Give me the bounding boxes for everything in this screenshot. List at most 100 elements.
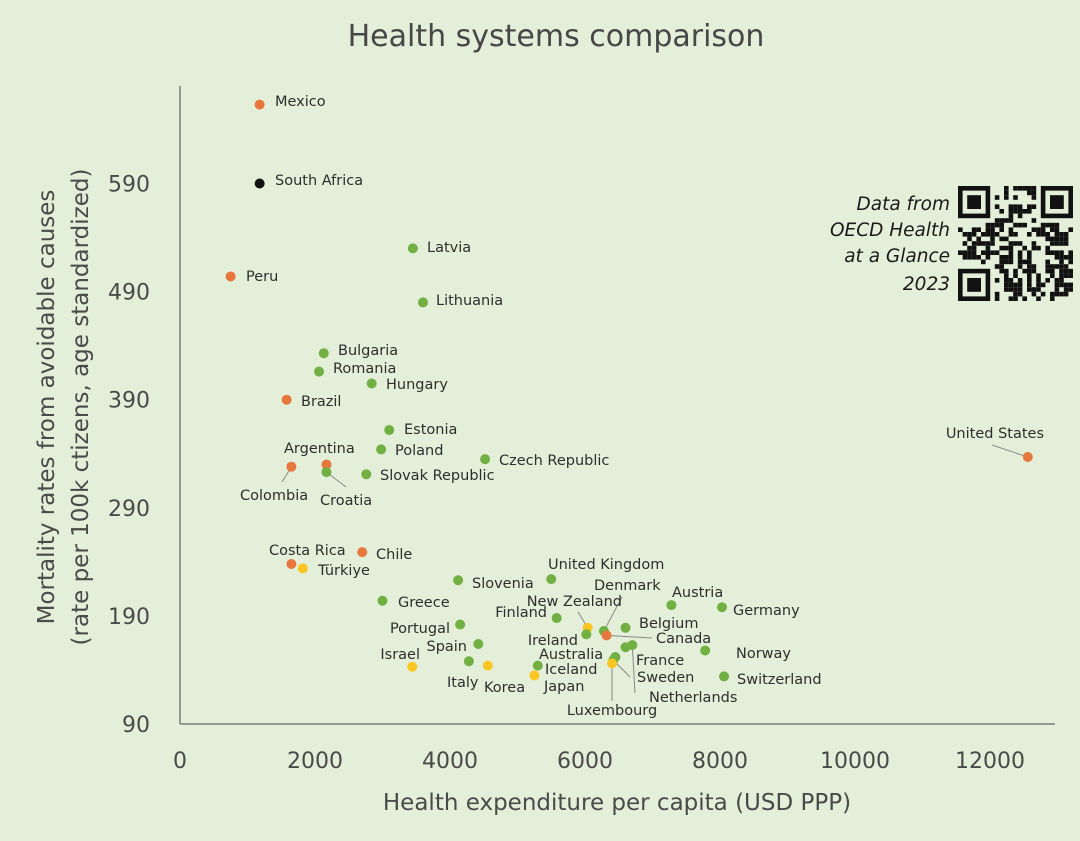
label-south-africa: South Africa bbox=[275, 173, 363, 189]
label-costa-rica: Costa Rica bbox=[269, 543, 346, 559]
point-united-kingdom bbox=[546, 574, 557, 585]
x-tick-label: 0 bbox=[173, 749, 187, 774]
y-tick-label: 90 bbox=[122, 713, 150, 738]
leader-united-states bbox=[991, 444, 1028, 458]
point-argentina bbox=[321, 459, 332, 470]
qr-code-icon bbox=[958, 186, 1073, 301]
point-greece bbox=[377, 595, 388, 606]
point-canada bbox=[601, 630, 612, 641]
label-iceland: Iceland bbox=[545, 662, 597, 678]
note-line-2: OECD Health bbox=[830, 220, 950, 241]
point-latvia bbox=[407, 243, 418, 254]
point-south-africa bbox=[254, 178, 265, 189]
label-germany: Germany bbox=[733, 603, 800, 619]
label-canada: Canada bbox=[656, 631, 711, 647]
y-tick-label: 390 bbox=[108, 389, 150, 414]
point-tu-rkiye bbox=[297, 563, 308, 574]
label-sweden: Sweden bbox=[637, 670, 694, 686]
x-tick-label: 4000 bbox=[422, 749, 478, 774]
label-estonia: Estonia bbox=[404, 422, 457, 438]
point-norway bbox=[700, 645, 711, 656]
x-tick-label: 10000 bbox=[820, 749, 890, 774]
label-ireland: Ireland bbox=[528, 633, 578, 649]
y-axis-title-line2: (rate per 100k ctizens, age standardized… bbox=[68, 169, 94, 646]
point-bulgaria bbox=[318, 348, 329, 359]
label-switzerland: Switzerland bbox=[737, 672, 822, 688]
label-lithuania: Lithuania bbox=[436, 293, 503, 309]
label-new-zealand: New Zealand bbox=[527, 594, 622, 610]
x-tick-label: 8000 bbox=[692, 749, 748, 774]
label-belgium: Belgium bbox=[639, 616, 698, 632]
point-ireland bbox=[581, 629, 592, 640]
point-australia bbox=[620, 642, 631, 653]
label-romania: Romania bbox=[333, 361, 396, 377]
point-slovak-republic bbox=[361, 469, 372, 480]
label-croatia: Croatia bbox=[320, 493, 372, 509]
point-italy bbox=[463, 656, 474, 667]
label-korea: Korea bbox=[484, 680, 525, 696]
point-hungary bbox=[366, 378, 377, 389]
point-chile bbox=[357, 547, 368, 558]
point-brazil bbox=[281, 394, 292, 405]
label-slovenia: Slovenia bbox=[472, 576, 534, 592]
leader-netherlands bbox=[631, 645, 636, 694]
x-tick-label: 12000 bbox=[955, 749, 1025, 774]
label-france: France bbox=[636, 653, 684, 669]
label-united-states: United States bbox=[946, 426, 1044, 442]
source-note: Data from OECD Health at a Glance 2023 bbox=[830, 194, 950, 295]
point-lithuania bbox=[418, 297, 428, 308]
label-latvia: Latvia bbox=[427, 240, 471, 256]
label-japan: Japan bbox=[543, 679, 584, 695]
note-line-3: at a Glance bbox=[844, 246, 950, 267]
point-czech-republic bbox=[480, 454, 491, 465]
point-spain bbox=[473, 639, 484, 650]
label-finland: Finland bbox=[495, 605, 547, 621]
chart-title: Health systems comparison bbox=[348, 19, 765, 54]
label-portugal: Portugal bbox=[390, 621, 450, 637]
label-mexico: Mexico bbox=[275, 94, 326, 110]
point-belgium bbox=[620, 622, 631, 633]
label-poland: Poland bbox=[395, 443, 443, 459]
label-brazil: Brazil bbox=[301, 394, 341, 410]
point-israel bbox=[407, 661, 418, 672]
label-chile: Chile bbox=[376, 547, 412, 563]
point-slovenia bbox=[453, 575, 464, 586]
note-line-1: Data from bbox=[856, 194, 950, 215]
label-spain: Spain bbox=[426, 639, 467, 655]
label-italy: Italy bbox=[447, 675, 479, 691]
label-luxembourg: Luxembourg bbox=[567, 703, 657, 719]
axes: 0 2000 4000 6000 8000 10000 12000 90 190 290 390 49… bbox=[108, 86, 1055, 774]
label-hungary: Hungary bbox=[386, 377, 448, 393]
leader-denmark bbox=[603, 596, 623, 632]
label-bulgaria: Bulgaria bbox=[338, 343, 398, 359]
point-finland bbox=[551, 613, 562, 624]
y-tick-label: 590 bbox=[108, 173, 150, 198]
label-peru: Peru bbox=[246, 269, 278, 285]
x-tick-label: 6000 bbox=[557, 749, 613, 774]
label-israel: Israel bbox=[380, 647, 420, 663]
y-tick-label: 190 bbox=[108, 605, 150, 630]
point-austria bbox=[666, 600, 677, 611]
point-switzerland bbox=[719, 671, 730, 682]
label-greece: Greece bbox=[398, 595, 450, 611]
label-norway: Norway bbox=[736, 646, 791, 662]
label-australia: Australia bbox=[539, 647, 603, 663]
point-portugal bbox=[455, 619, 466, 630]
label-united-kingdom: United Kingdom bbox=[548, 557, 664, 573]
point-poland bbox=[376, 444, 387, 455]
point-estonia bbox=[384, 424, 395, 435]
point-mexico bbox=[254, 99, 265, 110]
point-germany bbox=[717, 602, 728, 613]
label-denmark: Denmark bbox=[594, 578, 661, 594]
note-line-4: 2023 bbox=[903, 274, 950, 295]
point-iceland bbox=[532, 660, 543, 671]
label-colombia: Colombia bbox=[240, 488, 308, 504]
point-labels: Mexico South Africa Peru Latvia Lithuania Bul… bbox=[240, 94, 1044, 719]
y-axis-title-line1: Mortality rates from avoidable causes bbox=[34, 190, 60, 625]
label-tu-rkiye: Türkiye bbox=[317, 563, 370, 579]
point-luxembourg bbox=[607, 658, 617, 669]
label-slovak-republic: Slovak Republic bbox=[380, 468, 495, 484]
leader-canada bbox=[606, 634, 653, 639]
point-costa-rica bbox=[286, 559, 297, 570]
